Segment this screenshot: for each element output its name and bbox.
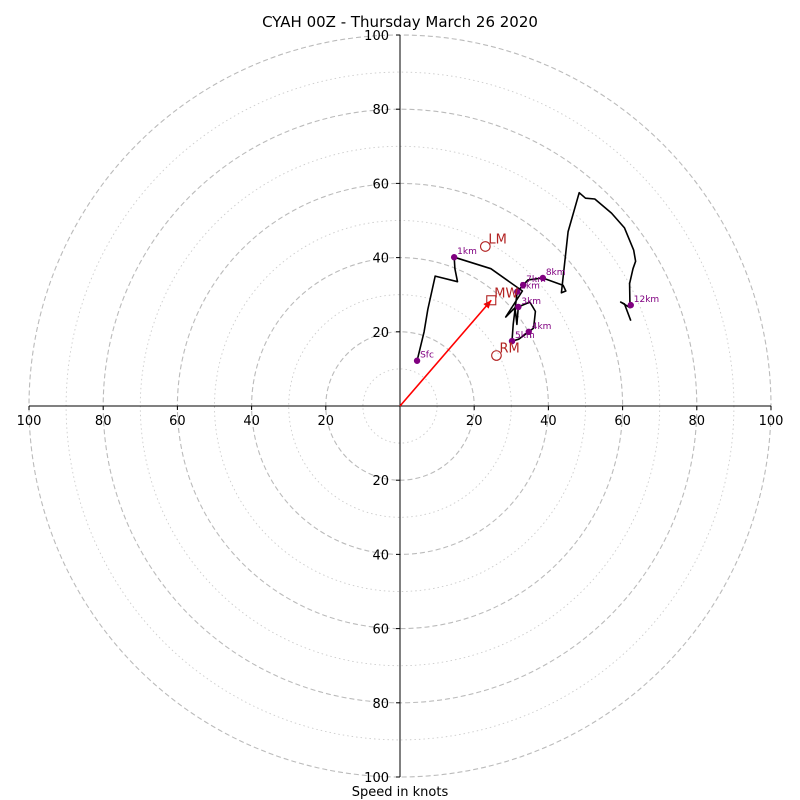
chart-title: CYAH 00Z - Thursday March 26 2020 [262, 13, 538, 31]
storm-motion-marker [479, 241, 491, 252]
storm-motion-marker [486, 295, 497, 306]
height-point-marker [515, 303, 522, 311]
storm-motion-label: MW [494, 286, 518, 301]
x-tick-label: 80 [95, 414, 112, 429]
x-axis-label: Speed in knots [352, 785, 449, 800]
tick-labels: 100 80 60 40 20 20 40 60 80 100 100 80 60 40 20 20 40 60 8… [17, 29, 784, 786]
y-tick-label: 80 [372, 103, 389, 118]
y-tick-label: 20 [372, 474, 389, 489]
height-point-label: 1km [457, 247, 477, 257]
height-point-label: 8km [546, 268, 566, 278]
height-point-label: Sfc [420, 351, 434, 361]
height-point-marker [508, 337, 516, 345]
x-tick-label: 60 [614, 414, 631, 429]
height-point-marker [450, 254, 458, 261]
y-tick-label: 80 [372, 697, 389, 712]
x-tick-label: 40 [243, 414, 260, 429]
x-tick-label: 20 [466, 414, 483, 429]
y-tick-label: 100 [364, 29, 389, 44]
x-tick-label: 100 [17, 414, 42, 429]
height-point-label: 12km [634, 295, 659, 305]
height-point-marker [539, 274, 547, 282]
y-tick-label: 100 [364, 771, 389, 786]
height-point-marker [514, 288, 521, 295]
y-tick-label: 40 [372, 548, 389, 563]
y-tick-label: 20 [372, 326, 389, 341]
x-tick-label: 20 [318, 414, 335, 429]
x-tick-label: 40 [540, 414, 557, 429]
height-point-marker [627, 301, 634, 309]
x-tick-label: 100 [759, 414, 784, 429]
arrow-shaft [399, 299, 492, 407]
height-point-marker [519, 281, 527, 289]
storm-motion-markers: LM MW RM [479, 232, 520, 361]
height-point-label: 2km [520, 282, 540, 292]
y-tick-label: 60 [372, 177, 389, 192]
y-tick-label: 60 [372, 623, 389, 638]
storm-motion-marker [491, 350, 502, 361]
height-point-label: 3km [521, 297, 541, 307]
mean-wind-arrow [399, 299, 492, 407]
x-tick-label: 60 [169, 414, 186, 429]
storm-motion-label: LM [488, 232, 506, 247]
height-point-label: 5km [515, 331, 535, 341]
storm-motion-label: RM [499, 342, 519, 357]
y-tick-label: 40 [372, 252, 389, 267]
height-point-label: 4km [532, 322, 552, 332]
x-tick-label: 80 [689, 414, 706, 429]
height-point-label: 7km [526, 275, 546, 285]
height-point-marker [525, 328, 532, 335]
height-point-marker [413, 357, 421, 364]
